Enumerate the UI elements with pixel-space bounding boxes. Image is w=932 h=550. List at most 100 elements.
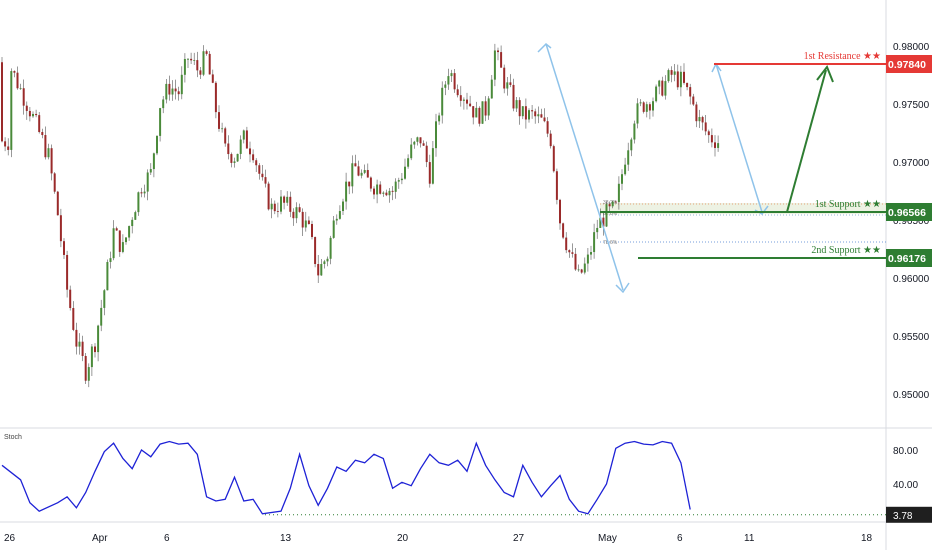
time-tick-label: 27	[513, 533, 525, 544]
candle-body	[549, 133, 552, 147]
candle-body	[531, 110, 534, 112]
price-tick-label: 0.98000	[893, 42, 930, 53]
stoch-series: 3.78	[1, 440, 932, 523]
candle-body	[205, 51, 208, 54]
candle-body	[627, 150, 630, 165]
support-zone	[600, 203, 886, 214]
candle-body	[264, 177, 267, 184]
candle-body	[242, 130, 245, 140]
candle-body	[419, 137, 422, 144]
candle-body	[4, 141, 7, 147]
candle-body	[326, 258, 329, 262]
candle-body	[540, 114, 543, 118]
stoch-value-tag	[886, 506, 932, 523]
candle-body	[537, 114, 540, 117]
candle-body	[416, 137, 419, 142]
level-label: 1st Support ★★	[815, 199, 881, 210]
candle-body	[481, 101, 484, 124]
candle-body	[335, 218, 338, 221]
candle-body	[565, 237, 568, 251]
candle-body	[391, 190, 394, 192]
candle-body	[252, 154, 255, 161]
candle-body	[658, 80, 661, 87]
candle-body	[149, 169, 152, 173]
candle-body	[673, 71, 676, 75]
projection-arrowhead	[615, 282, 630, 294]
candle-body	[10, 71, 13, 150]
level-price-label: 0.97840	[888, 59, 926, 71]
candle-body	[78, 341, 81, 347]
candle-body	[112, 228, 115, 259]
candle-body	[227, 143, 230, 155]
candle-body	[648, 104, 651, 111]
candle-body	[645, 104, 648, 112]
candle-body	[165, 83, 168, 100]
candle-body	[218, 112, 220, 129]
candle-body	[602, 217, 605, 227]
candle-body	[366, 170, 369, 178]
candle-body	[369, 177, 372, 189]
candle-body	[431, 148, 434, 184]
candle-body	[441, 87, 444, 116]
level-price-label: 0.96566	[888, 207, 926, 219]
candle-body	[667, 70, 670, 82]
candle-body	[168, 83, 171, 95]
candle-body	[187, 58, 189, 60]
candle-body	[295, 207, 298, 219]
candle-body	[137, 192, 140, 213]
candle-body	[196, 60, 199, 71]
candle-body	[524, 106, 527, 120]
candle-body	[307, 220, 310, 225]
stoch-title: Stoch	[4, 434, 22, 441]
candle-body	[125, 237, 127, 243]
candle-body	[345, 181, 348, 202]
candle-body	[202, 51, 205, 75]
candle-body	[701, 117, 704, 123]
candle-body	[53, 173, 56, 192]
candle-body	[174, 88, 177, 92]
candle-body	[245, 130, 248, 149]
candle-body	[140, 192, 143, 194]
time-tick-label: 6	[164, 533, 170, 544]
candle-body	[435, 121, 437, 149]
candle-body	[642, 102, 645, 112]
candle-body	[208, 53, 211, 75]
candle-body	[596, 227, 599, 233]
candle-body	[683, 71, 685, 83]
fibonacci-retracement: 38.2% 61.8% 78.6%	[600, 200, 886, 246]
candle-body	[255, 160, 258, 166]
candle-body	[314, 237, 317, 265]
candle-body	[503, 67, 506, 89]
candle-body	[239, 139, 242, 154]
stoch-tick-label: 80.00	[893, 446, 918, 457]
candle-body	[32, 113, 34, 117]
candle-body	[50, 148, 53, 174]
candle-body	[283, 196, 286, 203]
level-price-tag	[886, 55, 932, 73]
fib-label: 61.8%	[603, 211, 618, 217]
candle-body	[583, 263, 586, 273]
candle-body	[75, 329, 78, 347]
candle-body	[490, 79, 493, 99]
candle-body	[714, 142, 716, 148]
candle-body	[298, 207, 301, 212]
candle-body	[373, 188, 375, 195]
candle-body	[450, 73, 453, 77]
candle-body	[236, 153, 239, 162]
candle-body	[224, 128, 227, 144]
candle-body	[506, 82, 509, 89]
candle-body	[497, 50, 499, 53]
candle-body	[162, 99, 165, 109]
candle-body	[199, 70, 202, 75]
candle-body	[475, 107, 478, 118]
time-tick-label: 18	[861, 533, 873, 544]
candle-body	[679, 71, 682, 88]
candle-body	[360, 172, 363, 176]
candle-body	[586, 254, 589, 264]
candle-body	[44, 135, 47, 158]
price-tick-label: 0.96000	[893, 274, 930, 285]
candle-body	[289, 196, 292, 212]
candle-body	[552, 146, 555, 172]
candle-body	[1, 62, 3, 142]
